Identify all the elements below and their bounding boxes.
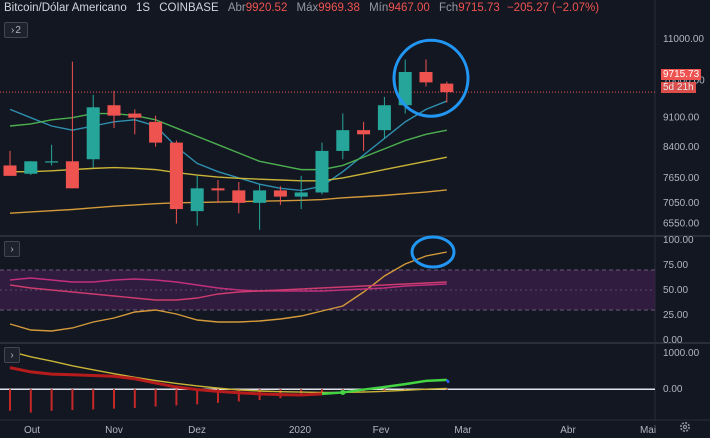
- price-tick-label: 10000.00: [663, 75, 705, 86]
- rsi-tick-label: 100.00: [663, 235, 694, 246]
- open-value: 9920.52: [245, 2, 288, 14]
- time-tick-label: Mai: [640, 425, 656, 436]
- low-label: Mín: [369, 2, 389, 14]
- time-tick-label: Nov: [105, 425, 123, 436]
- rsi-series-line: [9, 251, 447, 332]
- macd-tick-label: 0.00: [663, 384, 683, 395]
- chart-header: Bitcoin/Dólar Americano 1S COINBASE Abr9…: [4, 2, 599, 14]
- price-tick-label: 9100.00: [663, 113, 700, 124]
- last-price-tag: 9715.73: [661, 69, 702, 80]
- macd-tick-label: 1000.00: [663, 348, 700, 359]
- candle-body: [211, 188, 225, 191]
- rsi-pane-collapse-button[interactable]: ›: [4, 241, 20, 257]
- moving-average-line: [9, 100, 448, 192]
- candle-body: [107, 105, 121, 116]
- rsi-tick-label: 0.00: [663, 335, 683, 346]
- rsi-series-line: [9, 277, 447, 292]
- high-value: 9969.38: [318, 2, 360, 14]
- time-tick-label: Out: [24, 425, 40, 436]
- candle-body: [315, 150, 329, 193]
- macd-pane-collapse-button[interactable]: ›: [4, 347, 20, 363]
- moving-average-line: [10, 156, 447, 182]
- candle-body: [294, 192, 308, 197]
- candle-body: [357, 130, 371, 135]
- candle-body: [419, 72, 433, 83]
- moving-average-line: [9, 189, 447, 214]
- rsi-series-line: [9, 281, 447, 301]
- candle-body: [336, 130, 350, 151]
- candle-body: [169, 142, 183, 210]
- candle-body: [232, 190, 246, 203]
- candle-body: [3, 165, 17, 176]
- low-value: 9467.00: [388, 2, 430, 14]
- candle-body: [253, 190, 267, 203]
- change-value: −205.27 (−2.07%): [506, 2, 600, 14]
- annotation-circle: [392, 38, 470, 118]
- time-tick-label: Fev: [373, 425, 390, 436]
- time-tick-label: Dez: [188, 425, 206, 436]
- close-label: Fch: [439, 2, 459, 14]
- high-label: Máx: [296, 2, 319, 14]
- rsi-tick-label: 75.00: [663, 260, 688, 271]
- cross-marker: [340, 389, 346, 395]
- candle-body: [86, 107, 100, 160]
- moving-average-line: [9, 112, 447, 171]
- candle-body: [65, 161, 79, 189]
- collapse-count: 2: [15, 24, 21, 36]
- gear-icon[interactable]: [678, 420, 692, 434]
- signal-line: [9, 350, 447, 394]
- close-value: 9715.73: [458, 2, 500, 14]
- annotation-circle: [410, 235, 456, 269]
- candle-body: [149, 121, 163, 143]
- price-tick-label: 6550.00: [663, 219, 700, 230]
- price-tick-label: 7650.00: [663, 173, 700, 184]
- rsi-tick-label: 50.00: [663, 285, 688, 296]
- rsi-tick-label: 25.00: [663, 310, 688, 321]
- chevron-right-icon: ›: [10, 243, 14, 255]
- chevron-right-icon: ›: [10, 349, 14, 361]
- candle-body: [45, 161, 59, 163]
- candle-body: [24, 161, 38, 174]
- candle-body: [273, 190, 287, 197]
- price-tick-label: 11000.00: [663, 34, 704, 45]
- chevron-right-icon: ›: [11, 24, 15, 36]
- price-tick-label: 7050.00: [663, 198, 700, 209]
- price-tick-label: 8400.00: [663, 142, 700, 153]
- exchange-label: COINBASE: [159, 2, 219, 14]
- time-tick-label: Abr: [560, 425, 576, 436]
- candle-body: [440, 83, 454, 93]
- time-tick-label: 2020: [289, 425, 312, 436]
- candle-body: [377, 105, 391, 131]
- candle-body: [128, 113, 142, 118]
- main-pane-collapse-button[interactable]: › 2: [4, 22, 28, 38]
- time-tick-label: Mar: [454, 425, 472, 436]
- countdown-tag: 5d 21h: [661, 82, 696, 93]
- macd-line: [9, 366, 323, 397]
- symbol-name[interactable]: Bitcoin/Dólar Americano: [4, 2, 127, 14]
- open-label: Abr: [227, 2, 246, 14]
- candle-body: [190, 188, 204, 212]
- macd-line: [445, 379, 450, 384]
- interval-label[interactable]: 1S: [135, 2, 151, 14]
- candle-body: [398, 72, 412, 106]
